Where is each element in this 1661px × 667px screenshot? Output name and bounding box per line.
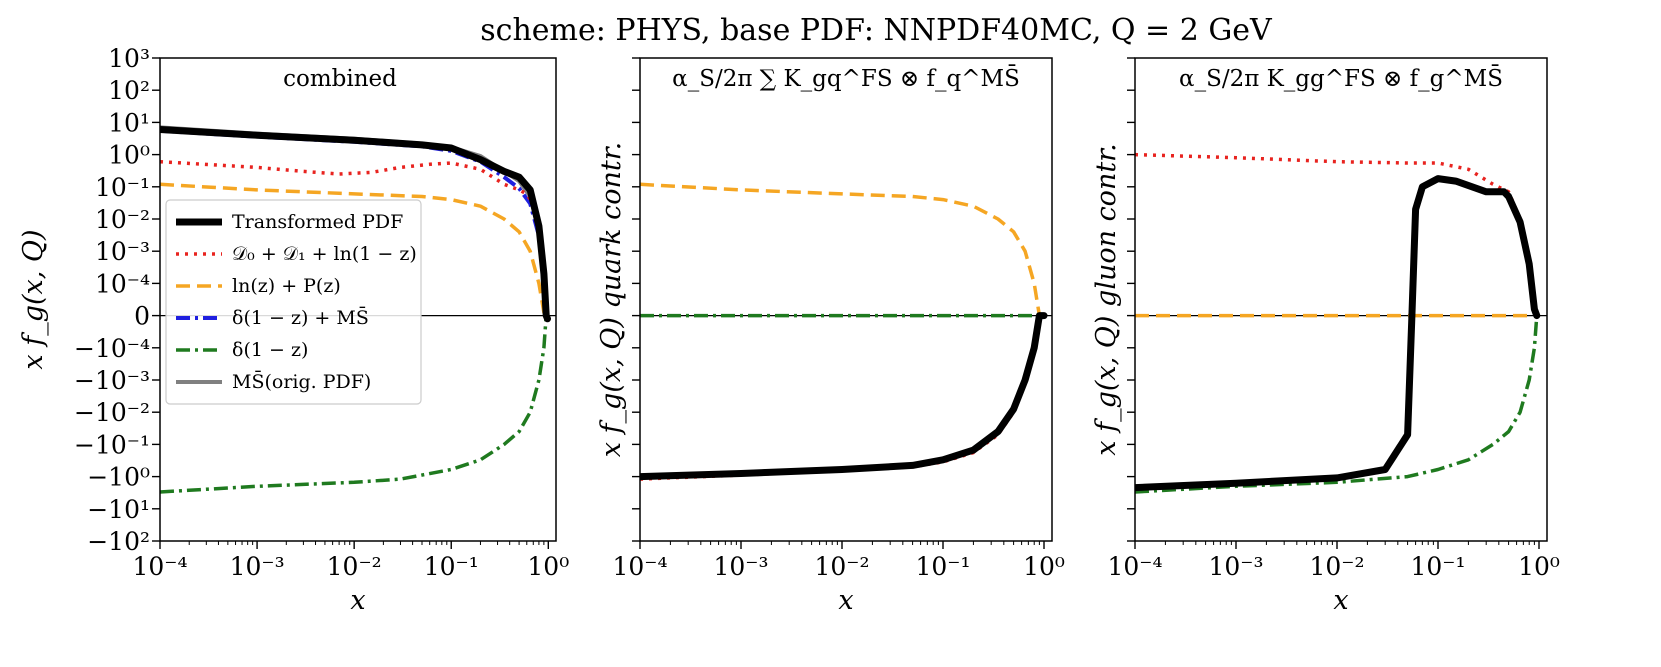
series-lnzPz — [640, 182, 1042, 316]
plot-frame — [639, 57, 1053, 542]
y-tick-label: −10⁻¹ — [74, 430, 150, 459]
plot-frame — [159, 57, 557, 542]
y-tick-label: −10¹ — [87, 495, 150, 524]
y-tick-label: −10⁻² — [74, 398, 150, 427]
x-tick-label: 10⁻³ — [713, 552, 768, 581]
legend-label-d0d1ln: 𝒟₀ + 𝒟₁ + ln(1 − z) — [232, 243, 417, 265]
x-tick-label: 10⁻² — [327, 552, 382, 581]
x-tick-label: 10⁰ — [1518, 552, 1560, 581]
x-tick-label: 10⁻² — [814, 552, 869, 581]
x-tick-label: 10⁻² — [1309, 552, 1364, 581]
x-axis-label: x — [350, 585, 365, 616]
y-tick-label: −10² — [87, 527, 150, 556]
y-axis-label: x f_g(x, Q) quark contr. — [596, 142, 627, 458]
x-axis-label: x — [1333, 585, 1348, 616]
series-delta — [1135, 315, 1539, 494]
y-axis-label: x f_g(x, Q) — [18, 229, 49, 369]
figure-title: scheme: PHYS, base PDF: NNPDF40MC, Q = 2… — [480, 13, 1273, 48]
x-tick-label: 10⁰ — [527, 552, 569, 581]
x-tick-label: 10⁻⁴ — [1107, 552, 1162, 581]
y-tick-label: 10⁻⁴ — [95, 269, 150, 298]
series-transformed — [1135, 175, 1541, 492]
panel-title: α_S/2π ∑ K_gq^FS ⊗ f_q^MS̄ — [672, 65, 1020, 92]
panel-title: combined — [283, 66, 397, 92]
legend-label-transformed: Transformed PDF — [232, 211, 403, 233]
x-tick-label: 10⁻¹ — [424, 552, 479, 581]
x-tick-label: 10⁻¹ — [915, 552, 970, 581]
y-tick-label: 10¹ — [108, 108, 150, 137]
panel-1: 10⁻⁴ 10⁻³ 10⁻² 10⁻¹ 10⁰ 10³ 10² 10¹ 10⁰ 10⁻¹ 10⁻² 1… — [18, 44, 569, 616]
y-axis-label: x f_g(x, Q) gluon contr. — [1091, 143, 1122, 455]
legend-label-msbar: MS̄(orig. PDF) — [232, 370, 371, 393]
x-tick-label: 10⁻³ — [230, 552, 285, 581]
series-d0d1ln — [1135, 152, 1539, 317]
y-tick-label: 10² — [108, 76, 150, 105]
y-tick-label: −10⁻⁴ — [74, 334, 150, 363]
y-tick-label: 10⁰ — [108, 141, 150, 170]
y-tick-label: 10⁻² — [95, 205, 150, 234]
legend-label-delta_msbar: δ(1 − z) + MS̄ — [232, 306, 369, 329]
y-tick-label: 10⁻¹ — [95, 173, 150, 202]
x-tick-label: 10⁻⁴ — [612, 552, 667, 581]
y-tick-label: −10⁰ — [87, 463, 150, 492]
panels: 10⁻⁴ 10⁻³ 10⁻² 10⁻¹ 10⁰10³10²10¹10⁰10⁻¹10⁻²1… — [18, 44, 1560, 616]
series-d0d1ln — [640, 315, 1042, 481]
series-d0d1ln — [160, 159, 549, 306]
y-tick-label: 0 — [134, 302, 150, 331]
series-delta — [160, 315, 548, 494]
x-tick-label: 10⁻³ — [1208, 552, 1263, 581]
plot-frame — [1134, 57, 1548, 542]
x-axis-label: x — [838, 585, 853, 616]
series-transformed — [160, 126, 551, 323]
panel-2: 10⁻⁴ 10⁻³ 10⁻² 10⁻¹ 10⁰ x x f_g(x, Q) quark co… — [596, 57, 1065, 616]
y-tick-label: −10⁻³ — [74, 366, 150, 395]
legend: Transformed PDF 𝒟₀ + 𝒟₁ + ln(1 − z) ln(z) … — [165, 199, 422, 405]
legend-label-lnzPz: ln(z) + P(z) — [232, 275, 341, 297]
x-tick-label: 10⁰ — [1023, 552, 1065, 581]
x-tick-label: 10⁻⁴ — [132, 552, 187, 581]
legend-label-delta: δ(1 − z) — [232, 339, 308, 361]
series-transformed — [640, 312, 1048, 481]
series-lnzPz — [160, 182, 548, 317]
y-tick-label: 10⁻³ — [95, 237, 150, 266]
panel-title: α_S/2π K_gg^FS ⊗ f_g^MS̄ — [1179, 65, 1503, 92]
x-tick-label: 10⁻¹ — [1410, 552, 1465, 581]
panel-3: 10⁻⁴ 10⁻³ 10⁻² 10⁻¹ 10⁰ x x f_g(x, Q) gluon co… — [1091, 57, 1560, 616]
y-tick-label: 10³ — [108, 44, 150, 73]
